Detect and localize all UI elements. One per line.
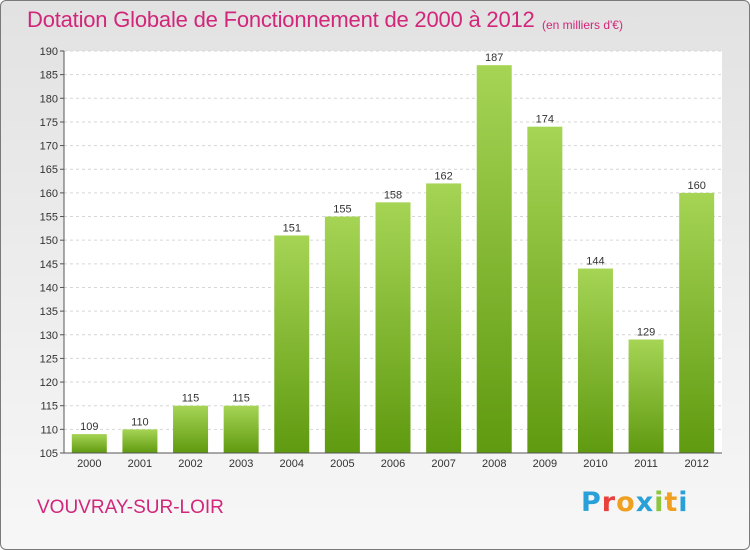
bar-value-label: 144 bbox=[586, 256, 604, 268]
logo-letter: o bbox=[616, 487, 636, 518]
chart-title: Dotation Globale de Fonctionnement de 20… bbox=[27, 7, 535, 32]
y-tick-label: 150 bbox=[40, 235, 58, 247]
x-tick-label: 2009 bbox=[533, 458, 557, 470]
bar-2004 bbox=[274, 235, 310, 453]
bar-2008 bbox=[476, 65, 512, 453]
x-tick-label: 2011 bbox=[634, 458, 658, 470]
bar-value-label: 187 bbox=[485, 52, 503, 64]
bar-value-label: 162 bbox=[434, 170, 452, 182]
bar-value-label: 155 bbox=[333, 204, 351, 216]
x-tick-label: 2003 bbox=[229, 458, 253, 470]
y-tick-label: 175 bbox=[40, 117, 58, 129]
logo-letter: r bbox=[601, 487, 617, 518]
bar-2009 bbox=[527, 126, 563, 453]
y-tick-label: 130 bbox=[40, 330, 58, 342]
bar-2005 bbox=[324, 216, 360, 453]
x-tick-label: 2001 bbox=[128, 458, 152, 470]
bar-value-label: 110 bbox=[131, 416, 149, 428]
x-tick-label: 2002 bbox=[178, 458, 202, 470]
x-tick-label: 2005 bbox=[330, 458, 354, 470]
bar-2006 bbox=[375, 202, 411, 453]
logo-letter: i bbox=[654, 487, 665, 518]
chart-unit: (en milliers d'€) bbox=[542, 18, 623, 32]
y-tick-label: 155 bbox=[40, 212, 58, 224]
y-tick-label: 110 bbox=[40, 424, 58, 436]
x-axis: 2000 2001 2002 2003 2004 2005 2006 2007 2008 2009… bbox=[77, 458, 709, 470]
commune-name: VOUVRAY-SUR-LOIR bbox=[37, 497, 224, 518]
y-tick-label: 135 bbox=[40, 306, 58, 318]
bar-value-label: 151 bbox=[283, 222, 301, 234]
bar-value-label: 174 bbox=[536, 114, 554, 126]
y-tick-label: 140 bbox=[40, 282, 58, 294]
bar-value-label: 115 bbox=[182, 393, 200, 405]
bars: 109 110 115 115 151 155 158 162 187 174 144 129 160 bbox=[71, 52, 715, 453]
bar-2010 bbox=[577, 268, 613, 453]
bar-2000 bbox=[71, 434, 107, 453]
logo-letter: i bbox=[678, 487, 689, 518]
logo-letter: x bbox=[635, 487, 655, 518]
y-tick-label: 105 bbox=[40, 448, 58, 460]
x-tick-label: 2012 bbox=[684, 458, 708, 470]
y-tick-label: 180 bbox=[40, 93, 58, 105]
proxiti-logo[interactable]: Proxiti bbox=[581, 487, 689, 518]
x-tick-label: 2000 bbox=[77, 458, 101, 470]
y-tick-label: 115 bbox=[40, 401, 58, 413]
bar-2007 bbox=[426, 183, 462, 453]
logo-letter: t bbox=[664, 487, 679, 518]
y-tick-label: 190 bbox=[40, 46, 58, 58]
logo-letter: P bbox=[581, 487, 602, 518]
x-tick-label: 2008 bbox=[482, 458, 506, 470]
y-tick-label: 125 bbox=[40, 353, 58, 365]
x-tick-label: 2010 bbox=[583, 458, 607, 470]
y-axis: 105 110 115 120 125 130 135 140 145 150 155 160 165 1… bbox=[40, 46, 64, 460]
bar-2011 bbox=[628, 339, 664, 453]
x-tick-label: 2004 bbox=[280, 458, 304, 470]
bar-2003 bbox=[223, 405, 259, 453]
y-tick-label: 165 bbox=[40, 164, 58, 176]
y-tick-label: 160 bbox=[40, 188, 58, 200]
bar-value-label: 115 bbox=[232, 393, 250, 405]
bar-2001 bbox=[122, 429, 158, 453]
y-tick-label: 145 bbox=[40, 259, 58, 271]
bar-value-label: 160 bbox=[688, 180, 706, 192]
bar-2002 bbox=[173, 405, 209, 453]
x-tick-label: 2007 bbox=[431, 458, 455, 470]
bar-value-label: 109 bbox=[80, 421, 98, 433]
y-tick-label: 170 bbox=[40, 141, 58, 153]
x-tick-label: 2006 bbox=[381, 458, 405, 470]
y-tick-label: 120 bbox=[40, 377, 58, 389]
bar-value-label: 129 bbox=[637, 326, 655, 338]
bar-value-label: 158 bbox=[384, 189, 402, 201]
y-tick-label: 185 bbox=[40, 70, 58, 82]
bar-2012 bbox=[679, 192, 715, 453]
